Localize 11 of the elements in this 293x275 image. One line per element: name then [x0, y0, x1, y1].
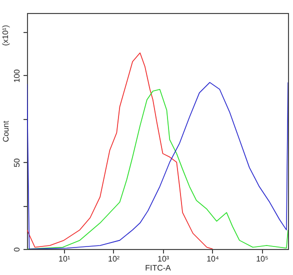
y-tick-label: 50	[12, 158, 22, 168]
y-axis-title: Count	[2, 120, 10, 142]
text: (x10¹)	[1, 24, 10, 46]
x-tick-label: 10¹	[58, 254, 70, 264]
y-tick-label: 100	[12, 68, 22, 83]
x-axis-title: FITC-A	[145, 264, 172, 272]
x-tick-label: 10⁵	[256, 254, 268, 264]
y-tick-label: 0	[12, 246, 22, 252]
x-tick-label: 10³	[157, 254, 170, 264]
x-tick-label: 10²	[108, 254, 120, 264]
x-tick-label: 10⁴	[206, 254, 220, 264]
